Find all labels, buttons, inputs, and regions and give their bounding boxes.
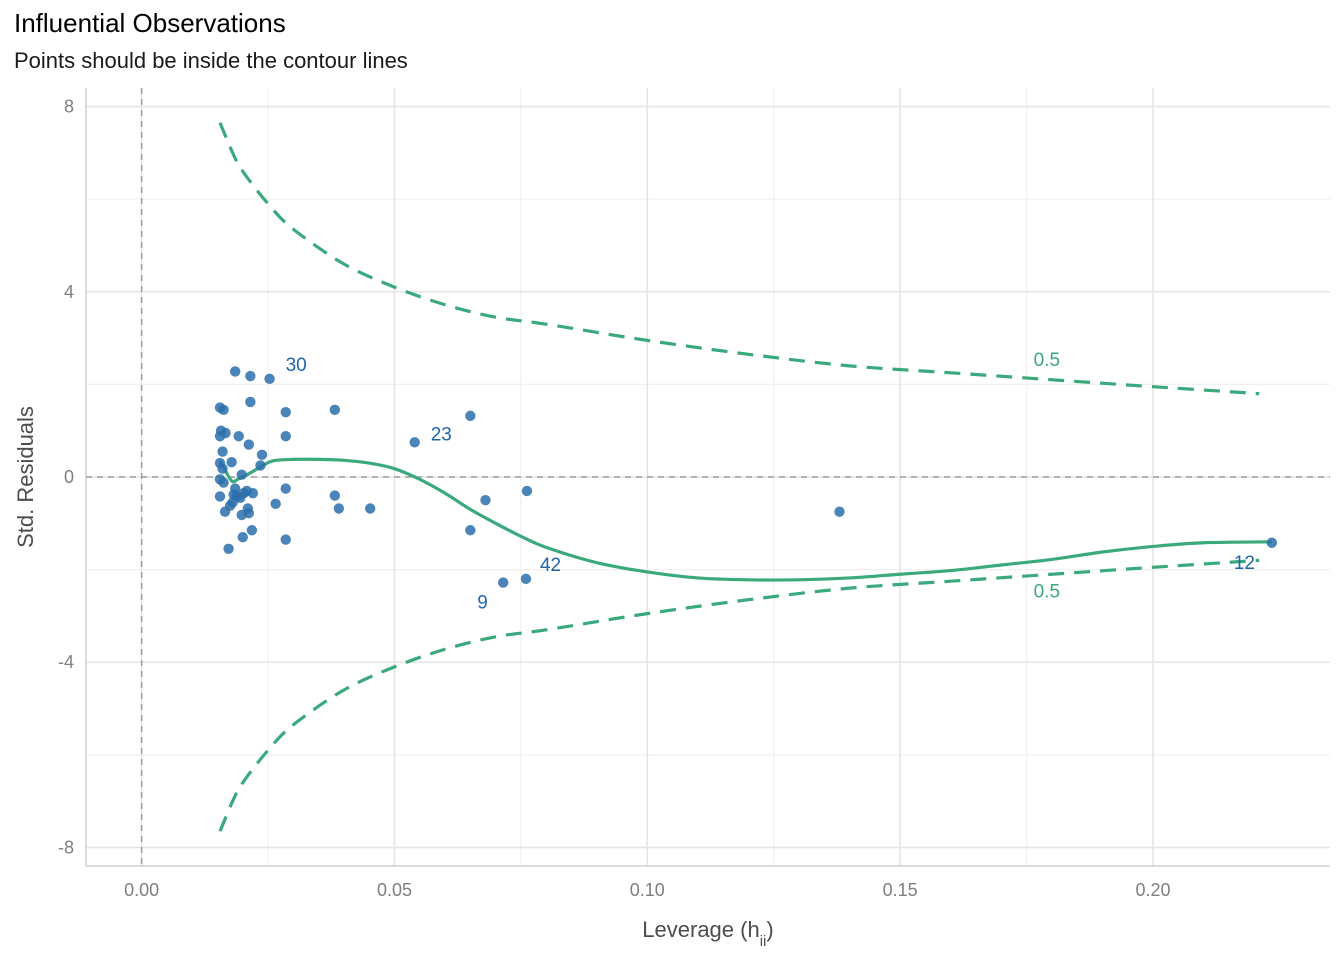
data-point — [226, 456, 237, 468]
data-point — [270, 498, 281, 510]
data-point — [256, 449, 268, 460]
data-point — [217, 463, 228, 474]
chart-subtitle: Points should be inside the contour line… — [14, 48, 408, 73]
data-point — [834, 506, 845, 517]
data-point — [255, 460, 266, 471]
data-point — [229, 366, 241, 377]
point-label: 9 — [477, 593, 488, 614]
data-point — [280, 406, 291, 418]
data-point — [237, 532, 248, 543]
data-point — [280, 483, 291, 494]
y-tick-label: -8 — [58, 837, 74, 857]
point-label: 42 — [540, 555, 561, 576]
x-tick-label: 0.15 — [883, 880, 918, 900]
x-tick-label: 0.00 — [124, 880, 159, 900]
data-point — [236, 469, 247, 480]
x-tick-label: 0.05 — [377, 880, 412, 900]
data-point — [465, 525, 476, 536]
x-axis-title: Leverage (hii) — [642, 917, 773, 950]
chart-title: Influential Observations — [14, 8, 286, 38]
data-point — [214, 431, 226, 442]
x-tick-label: 0.10 — [630, 880, 665, 900]
y-axis-title: Std. Residuals — [13, 406, 38, 548]
data-point — [465, 410, 476, 422]
loess-line — [218, 457, 1272, 582]
y-tick-label: 4 — [64, 282, 74, 302]
data-point — [280, 534, 291, 545]
contour-line-upper — [218, 122, 1260, 396]
data-point — [245, 396, 256, 408]
data-point — [520, 573, 532, 585]
data-point — [217, 446, 228, 457]
data-point — [280, 431, 291, 442]
contour-line-lower — [218, 558, 1260, 832]
data-point — [218, 477, 229, 488]
data-point — [329, 404, 340, 416]
data-point — [329, 490, 340, 501]
data-point — [480, 494, 491, 506]
data-point — [264, 373, 275, 385]
data-point — [409, 437, 420, 448]
data-point — [243, 439, 255, 450]
data-point — [246, 525, 258, 536]
point-label: 23 — [431, 424, 452, 445]
y-tick-label: 8 — [64, 97, 74, 117]
data-point — [223, 543, 234, 554]
data-point — [364, 503, 376, 514]
data-point — [214, 491, 226, 502]
data-point — [497, 577, 509, 588]
data-point — [1266, 537, 1278, 548]
data-point — [247, 488, 259, 499]
data-point — [521, 485, 533, 497]
contour-label: 0.5 — [1034, 350, 1060, 371]
data-point — [229, 483, 241, 494]
y-tick-label: 0 — [64, 467, 74, 487]
y-tick-label: -4 — [58, 652, 74, 672]
point-label: 12 — [1234, 553, 1255, 574]
data-point — [245, 370, 256, 382]
data-point — [333, 503, 345, 514]
point-label: 30 — [286, 355, 307, 376]
data-point — [218, 404, 229, 416]
x-tick-label: 0.20 — [1135, 880, 1170, 900]
data-point — [233, 431, 244, 442]
data-point — [243, 507, 255, 519]
contour-label: 0.5 — [1034, 581, 1060, 602]
